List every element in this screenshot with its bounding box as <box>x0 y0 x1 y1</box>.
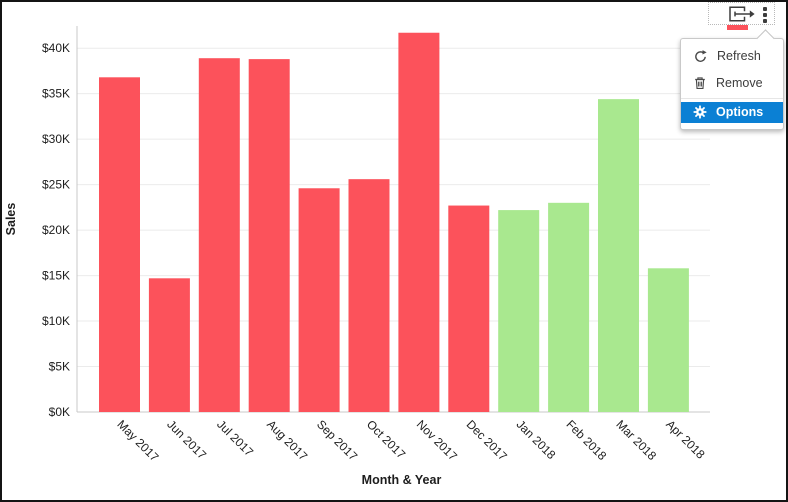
bar-feb-2018[interactable] <box>548 202 590 412</box>
active-tool-indicator <box>727 25 748 30</box>
y-axis-title: Sales <box>4 203 18 236</box>
context-menu: Refresh Remove <box>680 38 784 130</box>
kebab-dot <box>763 12 767 17</box>
gear-icon <box>693 105 707 119</box>
bar-apr-2018[interactable] <box>647 268 689 412</box>
menu-item-remove[interactable]: Remove <box>681 70 783 97</box>
kebab-dot <box>763 18 767 23</box>
x-tick-label: Dec 2017 <box>464 417 510 463</box>
bar-dec-2017[interactable] <box>448 205 490 412</box>
x-tick-label: Mar 2018 <box>613 417 659 463</box>
x-tick-label: Oct 2017 <box>364 417 409 462</box>
bar-sep-2017[interactable] <box>298 188 340 412</box>
x-tick-label: Jan 2018 <box>514 417 559 462</box>
bar-aug-2017[interactable] <box>248 59 290 412</box>
x-axis-title: Month & Year <box>362 473 442 487</box>
bar-may-2017[interactable] <box>99 77 140 412</box>
bar-jan-2018[interactable] <box>498 210 540 412</box>
y-tick-label: $20K <box>42 223 70 237</box>
menu-item-options[interactable]: Options <box>681 101 783 124</box>
y-tick-label: $30K <box>42 132 70 146</box>
x-tick-label: Apr 2018 <box>663 417 708 462</box>
menu-item-refresh[interactable]: Refresh <box>681 43 783 70</box>
menu-item-label: Options <box>716 105 764 120</box>
y-tick-label: $0K <box>49 405 70 419</box>
refresh-icon <box>693 49 708 64</box>
y-tick-label: $10K <box>42 314 70 328</box>
y-tick-label: $5K <box>49 360 70 374</box>
bar-oct-2017[interactable] <box>348 179 390 412</box>
kebab-menu-icon[interactable] <box>759 5 771 24</box>
x-tick-label: Aug 2017 <box>264 417 310 463</box>
menu-item-label: Refresh <box>717 49 761 64</box>
x-tick-label: Jun 2017 <box>164 417 209 462</box>
bar-nov-2017[interactable] <box>398 32 440 413</box>
x-tick-label: Feb 2018 <box>563 417 609 463</box>
bar-mar-2018[interactable] <box>598 99 639 412</box>
bar-jul-2017[interactable] <box>198 58 240 412</box>
x-tick-label: Jul 2017 <box>214 417 256 459</box>
kebab-dot <box>763 6 767 11</box>
y-tick-label: $25K <box>42 178 70 192</box>
export-icon[interactable] <box>728 6 755 22</box>
toolbar <box>708 2 775 25</box>
trash-icon <box>693 76 707 90</box>
bar-jun-2017[interactable] <box>148 278 190 412</box>
x-tick-label: Sep 2017 <box>314 417 360 463</box>
y-tick-label: $35K <box>42 87 70 101</box>
y-tick-label: $15K <box>42 269 70 283</box>
x-tick-label: May 2017 <box>114 417 161 464</box>
menu-separator <box>681 97 783 99</box>
x-tick-label: Nov 2017 <box>414 417 460 463</box>
menu-item-label: Remove <box>716 76 763 91</box>
y-tick-label: $40K <box>42 41 70 55</box>
